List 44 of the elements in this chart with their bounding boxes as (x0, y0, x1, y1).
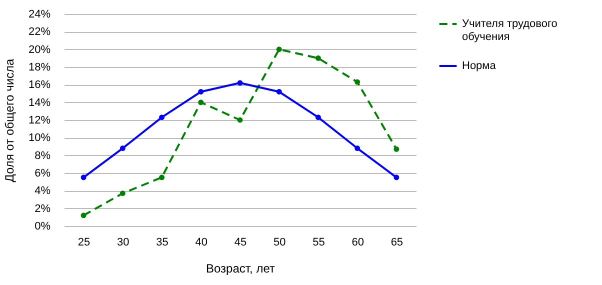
y-tick-label: 10% (28, 132, 51, 144)
y-tick-label: 4% (34, 185, 51, 198)
y-tick-label: 2% (34, 202, 51, 215)
y-tick-label: 24% (28, 8, 51, 20)
y-tick-label: 6% (34, 168, 51, 180)
x-tick-label: 50 (273, 236, 286, 248)
x-tick-label: 40 (195, 236, 208, 248)
x-tick-label: 25 (78, 236, 90, 248)
legend-label: Учителя трудового обучения (462, 18, 558, 43)
point (198, 89, 204, 94)
legend-label: Норма (462, 60, 497, 72)
x-tick-label: 30 (117, 236, 130, 248)
x-tick-label: 60 (352, 236, 364, 248)
point (315, 55, 321, 61)
x-tick-label: 65 (390, 236, 404, 248)
point (80, 174, 86, 180)
point (198, 100, 204, 106)
point (354, 79, 360, 85)
point (276, 89, 282, 94)
point (159, 174, 165, 180)
x-tick-label: 55 (312, 236, 325, 248)
x-axis-title: Возраст, лет (206, 262, 276, 276)
y-tick-label: 0% (34, 220, 51, 232)
point (120, 190, 126, 196)
point (80, 212, 86, 218)
point (276, 46, 282, 52)
y-axis-title: Доля от общего числа (2, 58, 16, 182)
y-tick-label: 16% (28, 79, 51, 92)
point (159, 114, 165, 120)
y-tick-label: 12% (28, 114, 51, 126)
point (394, 174, 400, 180)
y-tick-label: 18% (28, 62, 51, 74)
y-tick-label: 14% (28, 96, 51, 109)
point (237, 117, 243, 123)
point (237, 80, 243, 86)
y-tick-label: 22% (28, 26, 51, 38)
y-tick-label: 8% (34, 150, 51, 162)
y-tick-label: 20% (28, 44, 51, 56)
point (315, 114, 321, 120)
x-tick-label: 45 (234, 236, 247, 248)
x-tick-label: 35 (156, 236, 168, 248)
point (120, 146, 126, 151)
point (354, 146, 360, 151)
point (394, 146, 400, 152)
